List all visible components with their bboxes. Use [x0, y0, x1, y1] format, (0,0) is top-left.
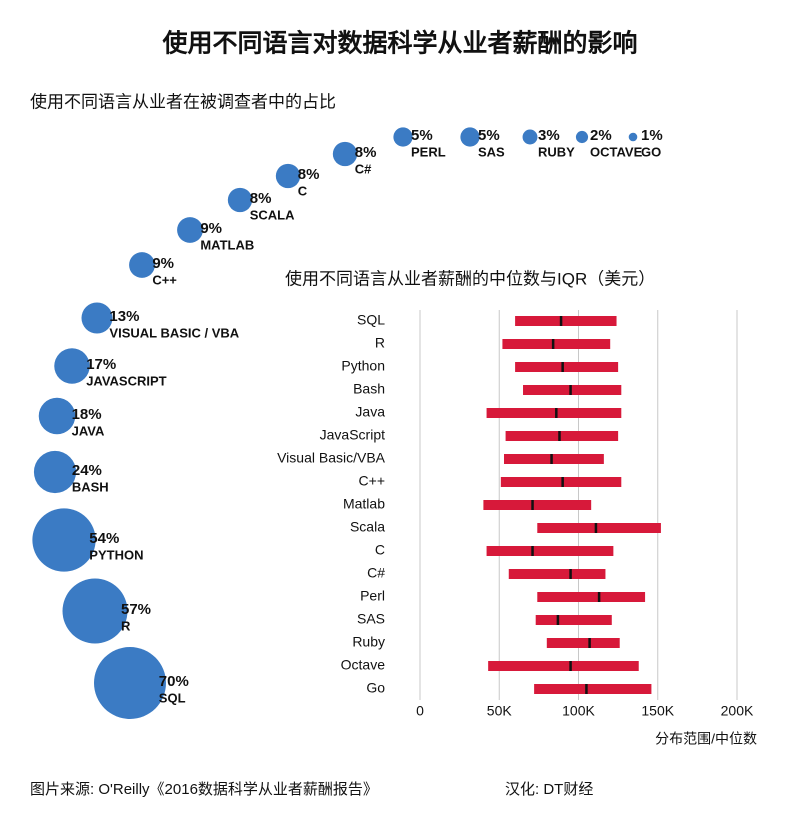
value-label: 9%	[152, 255, 174, 272]
value-label: 3%	[538, 127, 560, 144]
y-tick-label: Bash	[353, 381, 385, 397]
x-tick-label: 200K	[721, 703, 754, 719]
value-label: 24%	[72, 462, 102, 479]
iqr-bar	[508, 569, 606, 579]
value-label: 8%	[298, 166, 320, 183]
category-label: OCTAVE	[590, 144, 643, 159]
iqr-bar	[486, 546, 614, 556]
y-tick-label: C++	[359, 473, 385, 489]
category-label: C#	[355, 161, 372, 176]
value-label: 8%	[250, 190, 272, 207]
iqr-bar	[488, 661, 639, 671]
category-label: R	[121, 618, 131, 633]
category-label: SCALA	[250, 207, 295, 222]
category-label: C	[298, 183, 308, 198]
value-label: 8%	[355, 144, 377, 161]
category-label: C++	[152, 272, 177, 287]
x-tick-label: 0	[416, 703, 424, 719]
iqr-bar	[546, 638, 620, 648]
bubble	[38, 397, 76, 435]
source: 图片来源: O'Reilly《2016数据科学从业者薪酬报告》	[30, 781, 378, 798]
y-tick-label: Perl	[360, 588, 385, 604]
iqr-bar	[505, 431, 619, 441]
iqr-bar	[537, 523, 661, 533]
x-tick-label: 100K	[562, 703, 595, 719]
y-tick-label: Matlab	[343, 496, 385, 512]
page-title: 使用不同语言对数据科学从业者薪酬的影响	[161, 29, 637, 58]
x-axis-label: 分布范围/中位数	[655, 731, 757, 747]
bubble	[94, 647, 166, 719]
bubble	[177, 217, 203, 243]
value-label: 1%	[641, 127, 663, 144]
bubble	[460, 127, 480, 147]
category-label: JAVA	[72, 423, 105, 438]
iqr-bar	[486, 408, 622, 418]
bubble	[81, 302, 113, 334]
bubble	[62, 578, 128, 644]
value-label: 54%	[89, 530, 119, 547]
y-tick-label: Visual Basic/VBA	[277, 450, 386, 466]
y-tick-label: SQL	[357, 312, 385, 328]
category-label: PERL	[411, 144, 446, 159]
category-label: SAS	[478, 144, 505, 159]
credit: 汉化: DT财经	[505, 781, 593, 798]
x-tick-label: 50K	[487, 703, 513, 719]
value-label: 5%	[478, 127, 500, 144]
iqr-bar	[537, 592, 646, 602]
y-tick-label: Ruby	[352, 634, 385, 650]
value-label: 9%	[200, 220, 222, 237]
bubble	[522, 129, 538, 145]
bubble	[32, 508, 96, 572]
bubble	[54, 348, 90, 384]
category-label: RUBY	[538, 144, 575, 159]
iqr-bar	[523, 385, 622, 395]
x-tick-label: 150K	[641, 703, 674, 719]
y-tick-label: SAS	[357, 611, 385, 627]
range-title: 使用不同语言从业者薪酬的中位数与IQR（美元）	[285, 268, 655, 288]
y-tick-label: C	[375, 542, 385, 558]
iqr-bar	[535, 615, 612, 625]
iqr-bar	[515, 362, 619, 372]
y-tick-label: C#	[367, 565, 385, 581]
bubble	[628, 132, 638, 142]
y-tick-label: Scala	[350, 519, 385, 535]
bubble	[227, 187, 253, 213]
value-label: 5%	[411, 127, 433, 144]
y-tick-label: R	[375, 335, 385, 351]
category-label: PYTHON	[89, 547, 143, 562]
bubble	[275, 163, 301, 189]
value-label: 13%	[109, 308, 139, 325]
y-tick-label: Python	[341, 358, 385, 374]
iqr-bar	[515, 316, 617, 326]
value-label: 17%	[86, 356, 116, 373]
category-label: BASH	[72, 479, 109, 494]
y-tick-label: JavaScript	[320, 427, 385, 443]
iqr-bar	[534, 684, 652, 694]
category-label: MATLAB	[200, 237, 254, 252]
value-label: 70%	[159, 673, 189, 690]
iqr-bar	[502, 339, 611, 349]
y-tick-label: Go	[366, 680, 385, 696]
iqr-bar	[504, 454, 604, 464]
category-label: VISUAL BASIC / VBA	[109, 325, 239, 340]
value-label: 18%	[72, 406, 102, 423]
category-label: GO	[641, 144, 661, 159]
y-tick-label: Java	[355, 404, 385, 420]
category-label: SQL	[159, 690, 186, 705]
bubble	[33, 450, 77, 494]
value-label: 2%	[590, 127, 612, 144]
bubble	[575, 130, 589, 144]
iqr-bar	[500, 477, 622, 487]
category-label: JAVASCRIPT	[86, 373, 166, 388]
value-label: 57%	[121, 601, 151, 618]
bubble	[332, 141, 358, 167]
bubble	[129, 252, 155, 278]
bubble	[393, 127, 413, 147]
bubble-title: 使用不同语言从业者在被调查者中的占比	[30, 91, 336, 111]
iqr-bar	[483, 500, 592, 510]
y-tick-label: Octave	[341, 657, 386, 673]
